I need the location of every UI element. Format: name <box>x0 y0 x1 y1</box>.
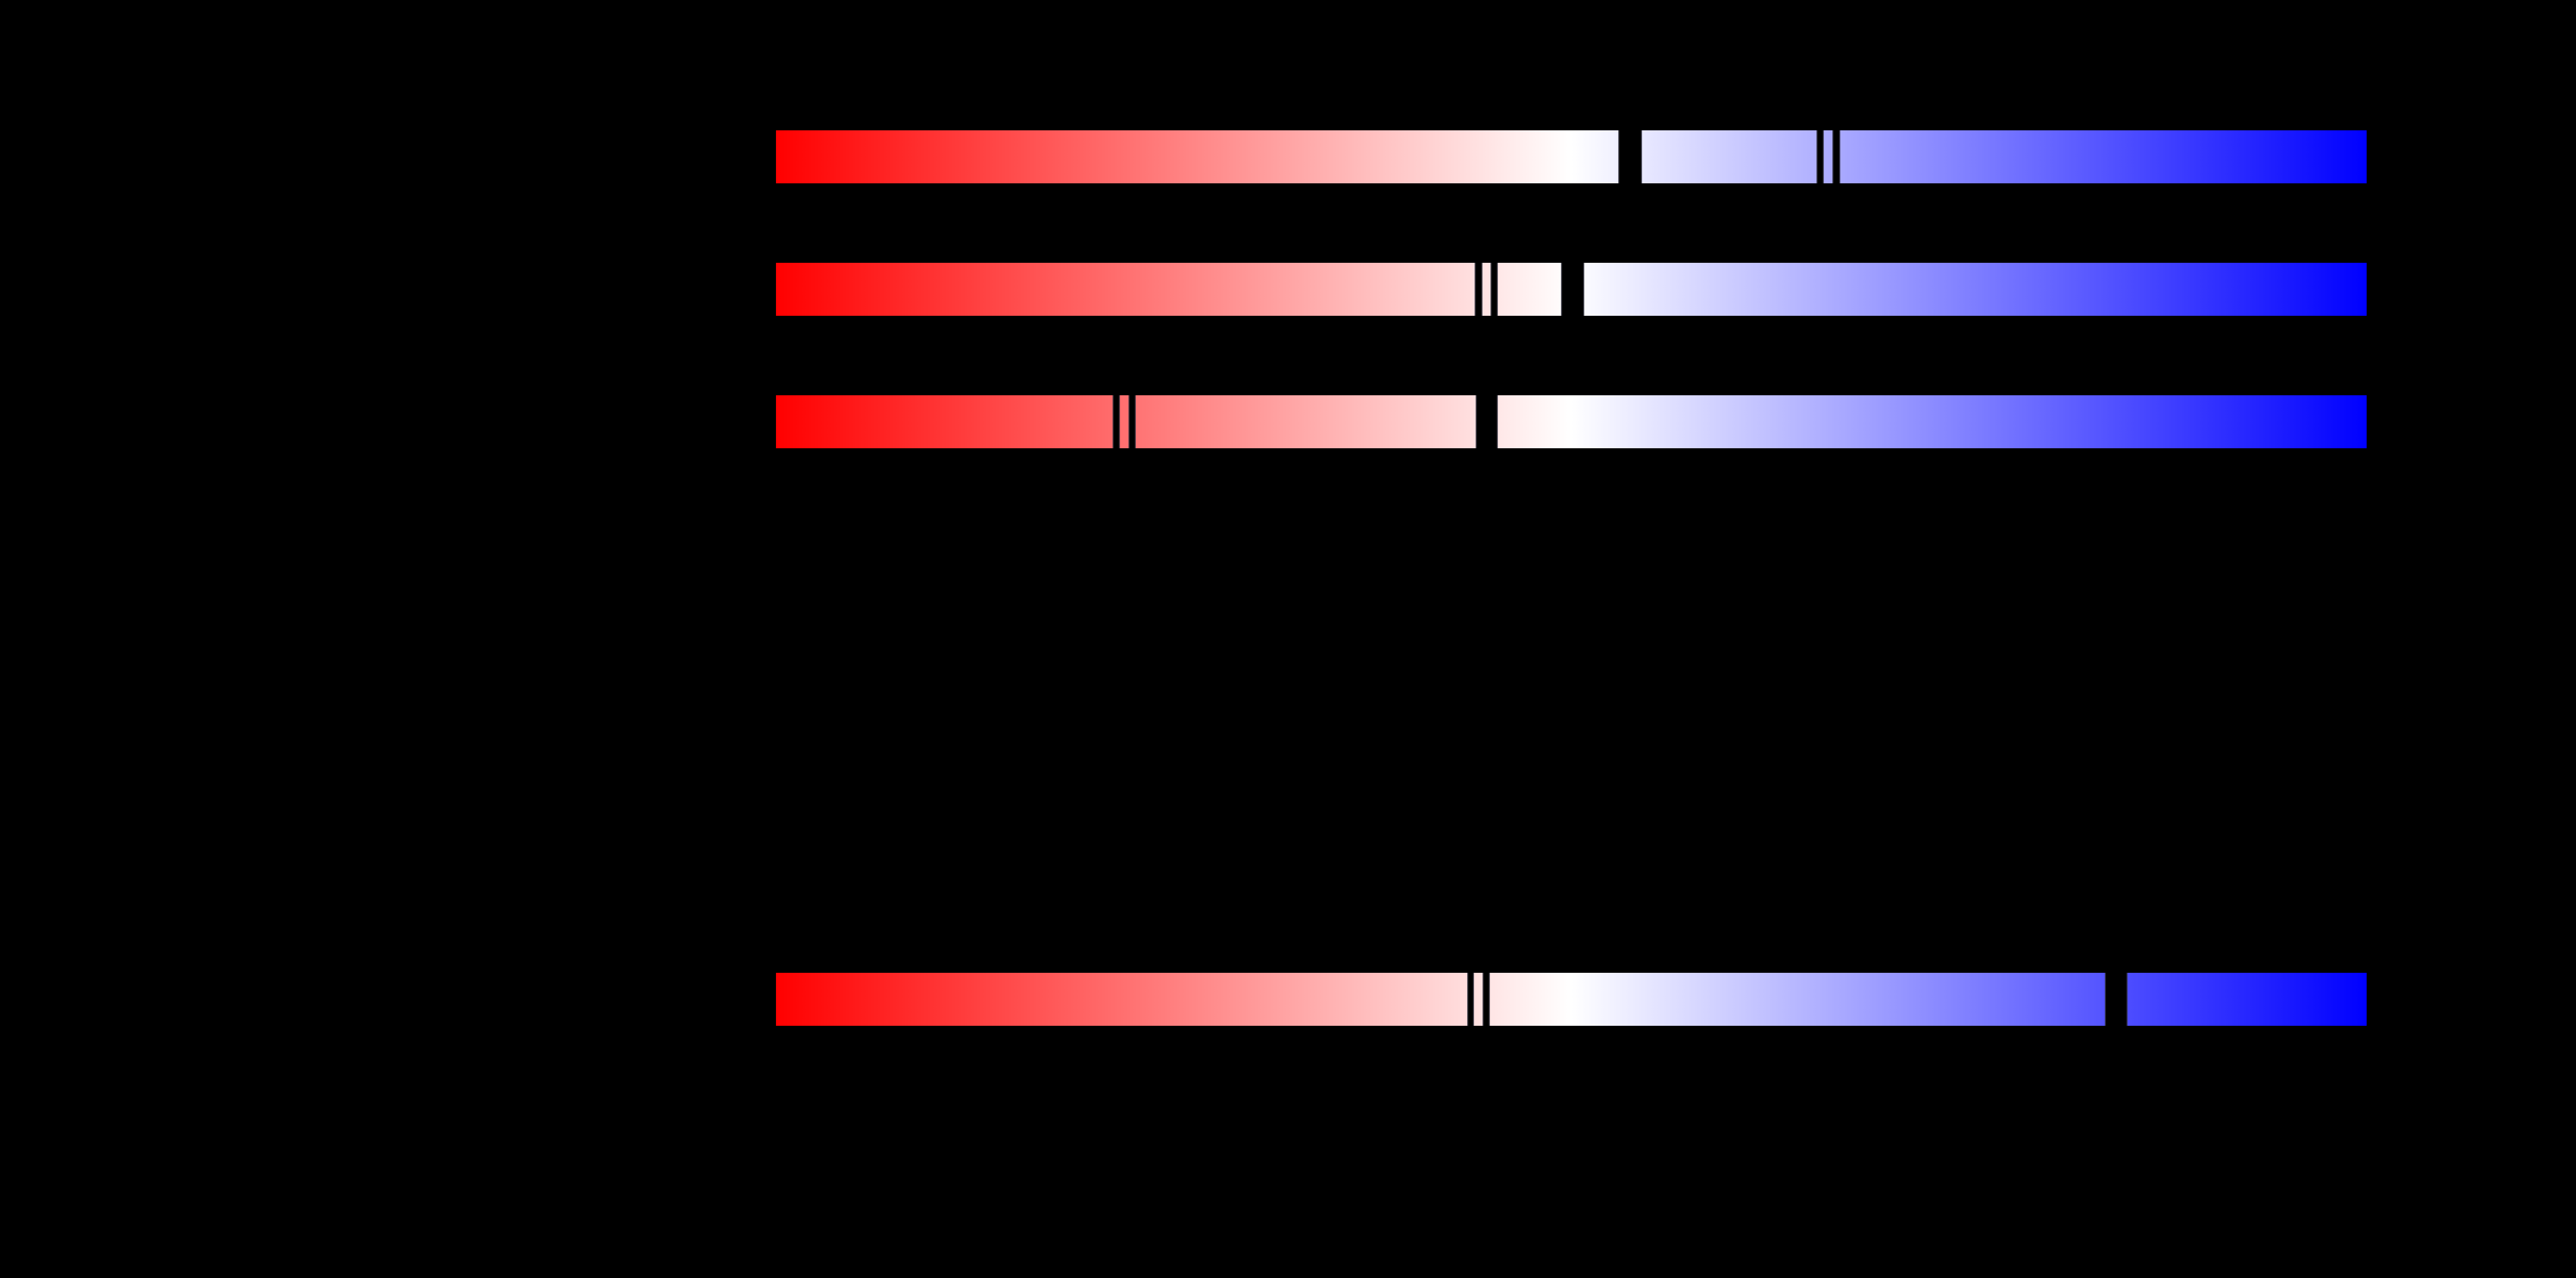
tick-mark-left-edge <box>1816 130 1818 183</box>
tick-mark <box>1114 395 1119 448</box>
segment-gap-right-edge <box>2127 973 2128 1026</box>
segment-gap-left-edge <box>1561 263 1562 316</box>
tick-mark-left-edge <box>1475 263 1476 316</box>
gradient-bar-track-1 <box>776 130 2367 183</box>
tick-mark-left-edge <box>1128 395 1130 448</box>
gradient-bar-track-2 <box>776 263 2367 316</box>
segment-gap-right-edge <box>1497 395 1498 448</box>
tick-mark-right-edge <box>1497 263 1498 316</box>
tick-mark-left-edge <box>1483 973 1484 1026</box>
tick-mark <box>1484 973 1489 1026</box>
tick-mark-left-edge <box>1113 395 1114 448</box>
segment-gap-right-edge <box>1583 263 1584 316</box>
tick-mark-right-edge <box>1489 973 1490 1026</box>
tick-mark <box>1468 973 1473 1026</box>
tick-mark <box>1833 130 1839 183</box>
tick-mark <box>1818 130 1823 183</box>
segment-gap <box>1562 263 1583 316</box>
segment-gap-left-edge <box>2105 973 2106 1026</box>
tick-mark-left-edge <box>1467 973 1468 1026</box>
segment-gap <box>1619 130 1641 183</box>
tick-mark-right-edge <box>1839 130 1840 183</box>
tick-mark <box>1492 263 1497 316</box>
tick-mark <box>1476 263 1481 316</box>
segment-gap <box>2106 973 2127 1026</box>
tick-mark-right-edge <box>1473 973 1474 1026</box>
tick-mark-left-edge <box>1490 263 1492 316</box>
tick-mark-right-edge <box>1135 395 1136 448</box>
tick-mark <box>1130 395 1135 448</box>
tick-mark-right-edge <box>1823 130 1824 183</box>
segment-gap-right-edge <box>1641 130 1642 183</box>
segment-gap-left-edge <box>1618 130 1619 183</box>
segment-gap <box>1477 395 1497 448</box>
segment-gap-left-edge <box>1476 395 1477 448</box>
gradient-bar-track-3 <box>776 395 2367 448</box>
gradient-bar-track-4 <box>776 973 2367 1026</box>
tick-mark-right-edge <box>1119 395 1120 448</box>
tick-mark-right-edge <box>1481 263 1483 316</box>
tick-mark-left-edge <box>1832 130 1833 183</box>
